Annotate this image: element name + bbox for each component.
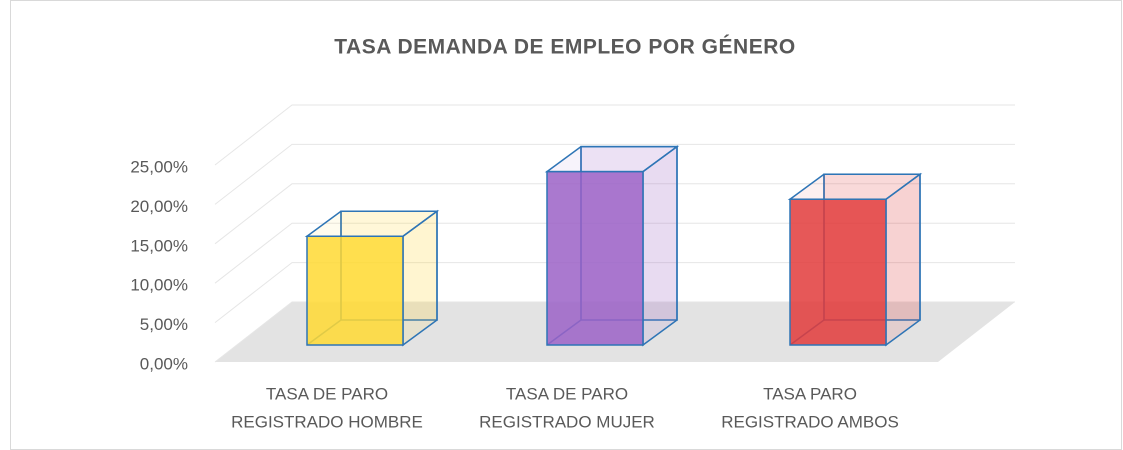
bar-front xyxy=(546,170,644,346)
bar-side xyxy=(642,145,678,347)
y-tick-label: 15,00% xyxy=(130,236,188,255)
y-tick-label: 25,00% xyxy=(130,157,188,176)
bar-front xyxy=(789,198,887,346)
bar-side xyxy=(885,172,921,347)
y-tick-label: 5,00% xyxy=(140,315,188,334)
grid-line xyxy=(214,222,1015,284)
x-tick-label: TASA DE PARO xyxy=(506,384,628,403)
chart-title: TASA DEMANDA DE EMPLEO POR GÉNERO xyxy=(334,36,795,59)
grid-line xyxy=(214,143,1015,205)
x-tick-label: TASA PARO xyxy=(763,384,857,403)
grid-line xyxy=(214,104,1015,166)
y-tick-label: 20,00% xyxy=(130,197,188,216)
x-tick-label: TASA DE PARO xyxy=(266,384,388,403)
bar-front xyxy=(306,235,404,346)
grid-line xyxy=(214,262,1015,323)
y-tick-label: 10,00% xyxy=(130,276,188,295)
x-tick-label: REGISTRADO AMBOS xyxy=(721,412,899,431)
x-tick-label: REGISTRADO HOMBRE xyxy=(231,412,423,431)
grid-line xyxy=(214,183,1015,245)
y-tick-label: 0,00% xyxy=(140,354,188,373)
grid-line xyxy=(214,301,1015,363)
bar xyxy=(544,145,680,347)
bar xyxy=(787,172,923,347)
x-tick-label: REGISTRADO MUJER xyxy=(479,412,655,431)
bar xyxy=(304,209,440,347)
